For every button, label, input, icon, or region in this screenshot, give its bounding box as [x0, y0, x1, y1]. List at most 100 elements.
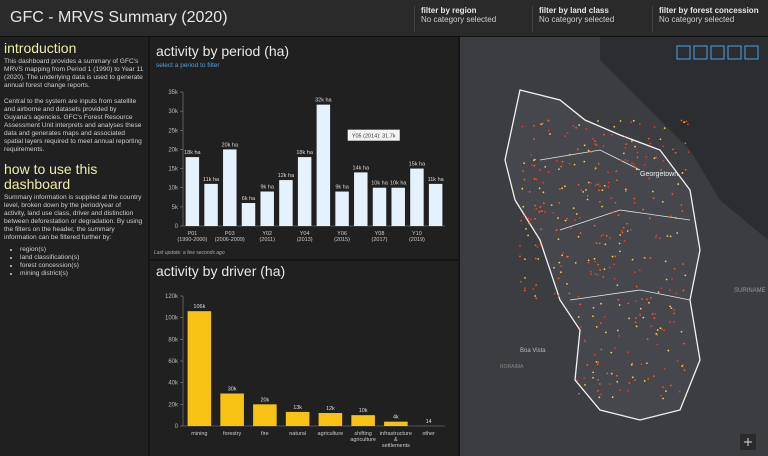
activity-point [634, 321, 637, 324]
activity-point [631, 258, 634, 261]
activity-point [566, 132, 569, 134]
activity-point [593, 140, 596, 143]
activity-point [643, 379, 646, 382]
activity-point [627, 351, 629, 354]
activity-point [557, 217, 559, 219]
activity-point [640, 363, 643, 366]
activity-point [597, 162, 600, 165]
activity-point [659, 327, 662, 329]
activity-point [683, 342, 686, 345]
activity-point [597, 389, 599, 392]
activity-point [575, 213, 578, 215]
activity-point [666, 235, 669, 237]
activity-point [558, 188, 561, 190]
bar [253, 404, 277, 426]
activity-point [613, 263, 616, 266]
activity-point [585, 189, 587, 191]
land-class-filter[interactable]: filter by land class No category selected [532, 6, 649, 32]
activity-point [598, 242, 601, 245]
activity-point [631, 362, 634, 365]
activity-point [678, 390, 681, 393]
value-label: 18k ha [184, 150, 201, 156]
page-title: GFC - MRVS Summary (2020) [10, 9, 228, 26]
activity-point [540, 123, 543, 126]
activity-point [570, 227, 573, 230]
bar [260, 191, 274, 226]
x-tick-label: forestry [223, 431, 242, 437]
activity-point [649, 257, 652, 259]
activity-point [538, 210, 541, 213]
activity-point [675, 292, 678, 295]
activity-point [673, 308, 675, 311]
activity-point [621, 231, 624, 234]
activity-point [610, 133, 613, 136]
activity-point [652, 375, 655, 378]
zoom-button[interactable] [740, 434, 756, 450]
activity-point [614, 347, 616, 350]
activity-point [530, 154, 533, 156]
filter-list: region(s) land classification(s) forest … [4, 246, 144, 278]
activity-point [640, 298, 643, 300]
activity-point [599, 269, 602, 271]
activity-point [623, 136, 626, 139]
activity-point [550, 204, 553, 207]
activity-point [669, 235, 672, 238]
activity-point [568, 153, 571, 156]
activity-point [682, 289, 685, 292]
activity-point [617, 214, 620, 217]
activity-point [633, 201, 636, 204]
x-tick-label: mining [191, 431, 207, 437]
activity-point [646, 298, 648, 301]
activity-point [533, 138, 535, 141]
activity-point [580, 189, 583, 192]
activity-point [605, 234, 608, 237]
activity-point [687, 123, 689, 126]
activity-point [671, 193, 674, 195]
activity-point [662, 397, 664, 400]
activity-point [576, 379, 579, 382]
activity-point [577, 183, 580, 186]
value-label: 15k ha [409, 162, 426, 168]
y-tick-label: 60k [168, 359, 179, 365]
region-boundaries [539, 149, 691, 301]
activity-point [566, 283, 568, 285]
activity-point [574, 219, 576, 221]
activity-point [684, 168, 687, 171]
activity-point [593, 224, 596, 227]
activity-point [600, 235, 603, 238]
activity-point [665, 390, 667, 393]
activity-point [568, 162, 571, 165]
activity-point [539, 206, 542, 208]
activity-point [622, 152, 625, 155]
activity-point [560, 265, 563, 268]
activity-point [673, 320, 675, 323]
region-filter[interactable]: filter by region No category selected [414, 6, 531, 32]
map-tools[interactable] [676, 45, 759, 60]
panel [150, 261, 458, 456]
activity-point [598, 396, 601, 399]
bar [285, 411, 310, 426]
activity-point [584, 383, 586, 386]
activity-point [549, 133, 551, 135]
bar [335, 191, 349, 226]
concession-filter[interactable]: filter by forest concession No category s… [652, 6, 768, 32]
activity-point [592, 371, 595, 374]
activity-point [680, 330, 683, 333]
activity-point [648, 217, 651, 220]
activity-point [608, 237, 611, 239]
activity-point [635, 168, 638, 171]
activity-point [639, 313, 641, 316]
activity-point [654, 214, 657, 217]
activity-point [577, 235, 580, 238]
activity-point [644, 256, 647, 259]
activity-point [595, 325, 598, 328]
activity-point [636, 151, 639, 154]
value-label: 18k ha [296, 150, 313, 156]
value-label: 30k [228, 387, 237, 393]
ocean [600, 37, 768, 240]
y-tick-label: 15k [168, 167, 179, 173]
activity-point [616, 329, 619, 332]
value-label: 9k ha [260, 185, 274, 191]
activity-point [616, 374, 618, 377]
